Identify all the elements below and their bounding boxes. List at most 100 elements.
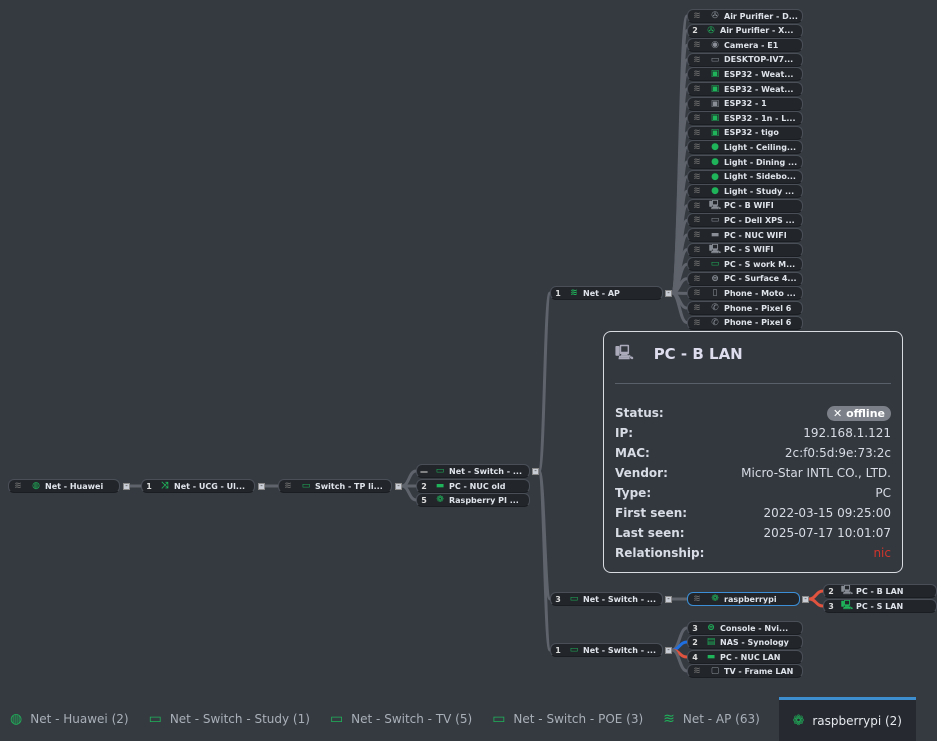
device-label: raspberrypi bbox=[724, 594, 777, 604]
device-node[interactable]: ≋ ▣ ESP32 - Weat... bbox=[687, 67, 803, 82]
wifi-icon: ≋ bbox=[693, 40, 701, 51]
device-node[interactable]: 2 ▤ NAS - Synology bbox=[687, 635, 803, 649]
device-node[interactable]: ≋ ◍ Net - Huawei bbox=[8, 479, 120, 493]
shuffle-icon: ⤨ bbox=[161, 481, 169, 491]
link-edge bbox=[671, 291, 688, 325]
collapse-toggle[interactable]: - bbox=[258, 483, 265, 490]
tab-label: Net - Huawei (2) bbox=[30, 712, 129, 726]
tab-item[interactable]: ≋ Net - AP (63) bbox=[653, 697, 770, 741]
device-label: Net - Switch - ... bbox=[583, 645, 656, 655]
gamepad-icon: ⊜ bbox=[711, 273, 719, 284]
monitor-icon: ▭ bbox=[710, 54, 720, 65]
phone-handset-icon: ✆ bbox=[711, 317, 719, 328]
port-badge: 3 bbox=[692, 623, 698, 633]
row-value: 192.168.1.121 bbox=[803, 426, 891, 440]
nuc-icon: ▬ bbox=[435, 481, 445, 491]
port-badge: 3 bbox=[555, 594, 561, 604]
device-node[interactable]: ≋ ▣ ESP32 - 1 bbox=[687, 96, 803, 111]
switch-icon: ▭ bbox=[569, 594, 579, 604]
device-label: ESP32 - 1n - L... bbox=[724, 113, 796, 123]
bulb-icon: ● bbox=[711, 186, 719, 197]
device-node[interactable]: ≋ ▣ ESP32 - Weat... bbox=[687, 82, 803, 96]
device-node[interactable]: 2 ✇ Air Purifier - X... bbox=[687, 23, 803, 38]
device-node[interactable]: ≋ 🖳 PC - S WIFI bbox=[687, 242, 803, 257]
device-node[interactable]: ≋ ● Light - Study ... bbox=[687, 184, 803, 199]
collapse-toggle[interactable]: - bbox=[665, 647, 672, 654]
device-node[interactable]: 1 ≋ Net - AP bbox=[550, 286, 663, 300]
device-label: Air Purifier - D... bbox=[724, 11, 798, 21]
device-node[interactable]: ≋ ▢ TV - Frame LAN bbox=[687, 664, 803, 678]
device-node[interactable]: ≋ ● Light - Dining ... bbox=[687, 155, 803, 169]
device-label: Light - Ceiling... bbox=[724, 142, 797, 152]
collapse-toggle[interactable]: - bbox=[395, 483, 402, 490]
switch-icon: ▭ bbox=[148, 711, 162, 727]
device-node[interactable]: ≋ ✆ Phone - Pixel 6 bbox=[687, 315, 803, 330]
device-node[interactable]: 1 ▭ Net - Switch - ... bbox=[550, 643, 663, 657]
row-key: Status: bbox=[615, 406, 664, 420]
chip-icon: ▣ bbox=[710, 113, 720, 124]
monitor-icon: ▭ bbox=[710, 259, 720, 270]
collapse-toggle[interactable]: - bbox=[532, 468, 539, 475]
device-node[interactable]: 2 ▬ PC - NUC old bbox=[416, 479, 530, 493]
device-node[interactable]: 1 ⤨ Net - UCG - Ul... bbox=[141, 479, 255, 493]
device-node[interactable]: 3 🖳 PC - S LAN bbox=[823, 599, 937, 613]
device-node[interactable]: ≋ ◉ Camera - E1 bbox=[687, 38, 803, 53]
wifi-icon: ≋ bbox=[693, 273, 701, 284]
device-label: Phone - Pixel 6 bbox=[724, 318, 792, 328]
tv-icon: ▢ bbox=[710, 666, 720, 676]
tab-item[interactable]: ❁ raspberrypi (2) bbox=[778, 697, 916, 741]
fan-icon: ✇ bbox=[711, 11, 719, 21]
tab-item[interactable]: ▭ Net - Switch - Study (1) bbox=[139, 697, 320, 741]
tab-item[interactable]: ▭ Net - Switch - POE (3) bbox=[482, 697, 653, 741]
device-node[interactable]: ≋ ✇ Air Purifier - D... bbox=[687, 9, 803, 23]
tab-label: raspberrypi (2) bbox=[812, 713, 902, 728]
collapse-toggle[interactable]: - bbox=[665, 290, 672, 297]
device-node[interactable]: 3 ▭ Net - Switch - ... bbox=[550, 592, 663, 606]
device-node[interactable]: ≋ ● Light - Sidebo... bbox=[687, 169, 803, 184]
bulb-icon: ● bbox=[711, 157, 719, 167]
wifi-icon: ≋ bbox=[693, 84, 701, 94]
switch-icon: ▭ bbox=[492, 711, 506, 727]
device-label: PC - B LAN bbox=[856, 586, 904, 596]
collapse-toggle[interactable]: - bbox=[802, 596, 809, 603]
device-node[interactable]: ≋ ❁ raspberrypi bbox=[687, 592, 800, 606]
device-node[interactable]: ≋ ▭ PC - Dell XPS ... bbox=[687, 213, 803, 228]
device-node[interactable]: ≋ ▣ ESP32 - tigo bbox=[687, 125, 803, 140]
wifi-icon: ≋ bbox=[693, 317, 701, 328]
device-node[interactable]: 5 ❁ Raspberry PI ... bbox=[416, 493, 530, 507]
device-label: Net - Switch - ... bbox=[449, 466, 522, 476]
device-node[interactable]: ≋ ▯ Phone - Moto ... bbox=[687, 286, 803, 301]
collapse-toggle[interactable]: - bbox=[665, 596, 672, 603]
device-label: Raspberry PI ... bbox=[449, 495, 519, 505]
tab-label: Net - Switch - Study (1) bbox=[169, 712, 310, 726]
device-node[interactable]: ≋ ▭ DESKTOP-IV7... bbox=[687, 52, 803, 67]
device-label: PC - Surface 4... bbox=[724, 274, 797, 284]
nuc-icon: ▬ bbox=[710, 230, 720, 240]
device-node[interactable]: ≋ ⊜ PC - Surface 4... bbox=[687, 271, 803, 286]
link-edge bbox=[808, 597, 824, 608]
tab-item[interactable]: ◍ Net - Huawei (2) bbox=[0, 697, 139, 741]
wifi-icon: ≋ bbox=[693, 157, 701, 167]
device-node[interactable]: ≋ 🖳 PC - B WIFI bbox=[687, 198, 803, 213]
device-node[interactable]: 4 ▬ PC - NUC LAN bbox=[687, 650, 803, 664]
tooltip-title: PC - B LAN bbox=[653, 345, 743, 363]
device-label: Phone - Moto ... bbox=[724, 288, 796, 298]
device-node[interactable]: ≋ ▭ Switch - TP li... bbox=[278, 479, 392, 493]
device-label: ESP32 - Weat... bbox=[724, 84, 794, 94]
device-node[interactable]: ≋ ▭ PC - S work M... bbox=[687, 257, 803, 272]
device-node[interactable]: ≋ ● Light - Ceiling... bbox=[687, 140, 803, 155]
device-label: Light - Dining ... bbox=[724, 157, 798, 167]
link-edge bbox=[401, 469, 417, 488]
collapse-toggle[interactable]: - bbox=[123, 483, 130, 490]
device-node[interactable]: ≋ ▣ ESP32 - 1n - L... bbox=[687, 111, 803, 126]
device-node[interactable]: 3 ⊜ Console - Nvi... bbox=[687, 621, 803, 635]
desktop-icon: 🖳 bbox=[840, 586, 853, 596]
row-key: First seen: bbox=[615, 506, 688, 520]
device-node[interactable]: 2 🖳 PC - B LAN bbox=[823, 584, 937, 598]
device-node[interactable]: ≋ ▬ PC - NUC WIFI bbox=[687, 228, 803, 242]
device-node[interactable]: — ▭ Net - Switch - ... bbox=[416, 464, 530, 478]
tab-item[interactable]: ▭ Net - Switch - TV (5) bbox=[320, 697, 482, 741]
port-badge: 2 bbox=[421, 481, 427, 491]
device-label: PC - NUC WIFI bbox=[724, 230, 787, 240]
device-node[interactable]: ≋ ✆ Phone - Pixel 6 bbox=[687, 301, 803, 315]
